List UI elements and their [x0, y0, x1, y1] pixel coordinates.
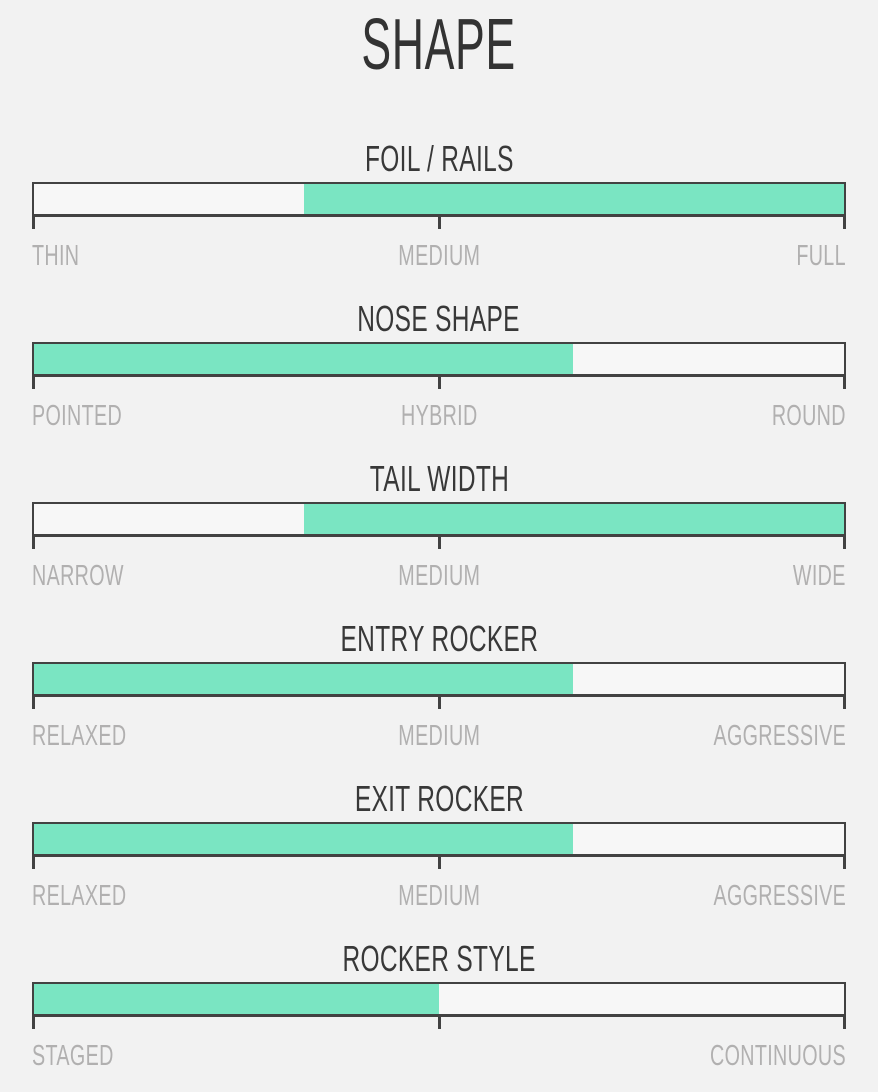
scale-label-left: STAGED — [32, 1040, 114, 1072]
gauge-heading: ENTRY ROCKER — [0, 616, 878, 662]
scale-label-right: WIDE — [793, 560, 846, 592]
gauge-scale-labels: STAGED CONTINUOUS — [32, 1038, 846, 1074]
axis-tick-left — [32, 217, 35, 229]
axis-tick-right — [843, 217, 846, 229]
axis-tick-center — [437, 1017, 441, 1029]
gauge-bar-fill — [34, 824, 573, 854]
scale-label-center: MEDIUM — [397, 240, 480, 272]
gauge-heading: ROCKER STYLE — [0, 936, 878, 982]
scale-label-center: MEDIUM — [397, 560, 480, 592]
gauge-foil-rails: FOIL / RAILS THIN MEDIUM FULL — [0, 136, 878, 296]
axis-tick-center — [437, 377, 441, 389]
page-title: SHAPE — [0, 0, 878, 136]
gauge-bar-track — [32, 822, 846, 857]
scale-label-right: AGGRESSIVE — [713, 720, 846, 752]
gauge-bar-track — [32, 662, 846, 697]
scale-label-center-wrap: MEDIUM — [32, 718, 846, 754]
scale-label-left: NARROW — [32, 560, 124, 592]
gauge-scale-labels: THIN MEDIUM FULL — [32, 238, 846, 274]
gauge-heading: TAIL WIDTH — [0, 456, 878, 502]
gauge-heading: EXIT ROCKER — [0, 776, 878, 822]
scale-label-center-wrap: MEDIUM — [32, 238, 846, 274]
gauge-heading-text: ENTRY ROCKER — [340, 618, 538, 659]
scale-label-center-wrap: MEDIUM — [32, 878, 846, 914]
gauge-heading-text: NOSE SHAPE — [357, 298, 521, 339]
axis-tick-right — [843, 377, 846, 389]
gauge-axis — [32, 377, 846, 389]
gauge-bar-track — [32, 182, 846, 217]
gauge-scale-labels: RELAXED MEDIUM AGGRESSIVE — [32, 878, 846, 914]
gauge-bar-fill — [34, 664, 573, 694]
gauge-bar-track — [32, 982, 846, 1017]
gauge-entry-rocker: ENTRY ROCKER RELAXED MEDIUM AGGRESSIVE — [0, 616, 878, 776]
scale-label-left: RELAXED — [32, 720, 127, 752]
gauge-axis — [32, 697, 846, 709]
gauge-scale-labels: NARROW MEDIUM WIDE — [32, 558, 846, 594]
gauge-bar-fill — [34, 984, 439, 1014]
gauge-scale-labels: RELAXED MEDIUM AGGRESSIVE — [32, 718, 846, 754]
gauge-bar-track — [32, 342, 846, 377]
gauge-rocker-style: ROCKER STYLE STAGED CONTINUOUS — [0, 936, 878, 1092]
gauge-heading: NOSE SHAPE — [0, 296, 878, 342]
axis-tick-left — [32, 377, 35, 389]
gauge-heading-text: FOIL / RAILS — [364, 138, 514, 179]
axis-tick-center — [437, 537, 441, 549]
scale-label-left: THIN — [32, 240, 80, 272]
gauge-scale-labels: POINTED HYBRID ROUND — [32, 398, 846, 434]
gauge-bar-fill — [303, 184, 844, 214]
gauge-axis — [32, 217, 846, 229]
scale-label-left: RELAXED — [32, 880, 127, 912]
gauge-bar-fill — [34, 344, 573, 374]
axis-tick-left — [32, 857, 35, 869]
axis-tick-center — [437, 217, 441, 229]
gauge-heading-text: TAIL WIDTH — [369, 458, 509, 499]
axis-tick-right — [843, 537, 846, 549]
axis-tick-center — [437, 697, 441, 709]
scale-label-center: MEDIUM — [397, 880, 480, 912]
scale-label-right: CONTINUOUS — [710, 1040, 846, 1072]
axis-tick-left — [32, 1017, 35, 1029]
scale-label-center-wrap: MEDIUM — [32, 558, 846, 594]
gauge-heading: FOIL / RAILS — [0, 136, 878, 182]
page-title-text: SHAPE — [361, 5, 517, 85]
gauge-heading-text: ROCKER STYLE — [342, 938, 536, 979]
axis-tick-right — [843, 1017, 846, 1029]
scale-label-center: MEDIUM — [397, 720, 480, 752]
gauge-tail-width: TAIL WIDTH NARROW MEDIUM WIDE — [0, 456, 878, 616]
axis-tick-left — [32, 697, 35, 709]
scale-label-center: HYBRID — [400, 400, 478, 432]
gauge-nose-shape: NOSE SHAPE POINTED HYBRID ROUND — [0, 296, 878, 456]
gauge-axis — [32, 1017, 846, 1029]
scale-label-left: POINTED — [32, 400, 123, 432]
gauge-heading-text: EXIT ROCKER — [354, 778, 524, 819]
scale-label-center-wrap: HYBRID — [32, 398, 846, 434]
axis-tick-right — [843, 857, 846, 869]
axis-tick-left — [32, 537, 35, 549]
scale-label-right: AGGRESSIVE — [713, 880, 846, 912]
axis-tick-right — [843, 697, 846, 709]
gauge-axis — [32, 537, 846, 549]
gauge-bar-fill — [303, 504, 844, 534]
gauge-bar-track — [32, 502, 846, 537]
scale-label-right: FULL — [796, 240, 846, 272]
gauge-axis — [32, 857, 846, 869]
axis-tick-center — [437, 857, 441, 869]
scale-label-right: ROUND — [771, 400, 846, 432]
gauge-exit-rocker: EXIT ROCKER RELAXED MEDIUM AGGRESSIVE — [0, 776, 878, 936]
